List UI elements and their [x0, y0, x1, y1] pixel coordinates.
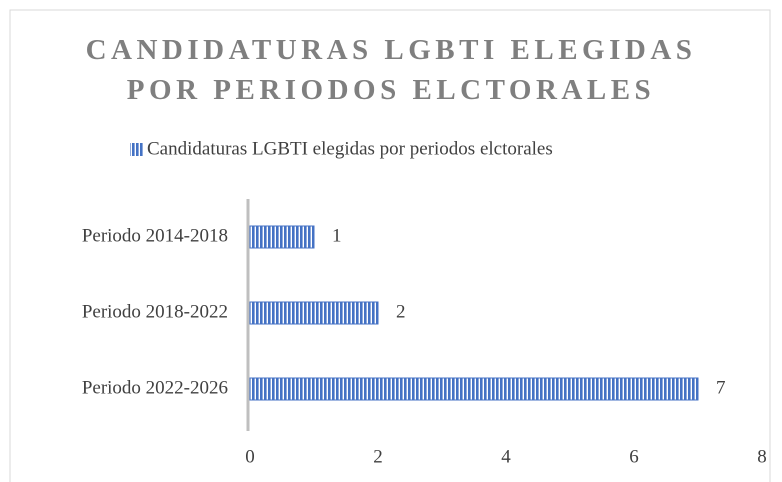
x-tick-label: 4	[501, 446, 511, 467]
bar	[249, 301, 379, 325]
y-tick-label: Periodo 2018-2022	[82, 301, 228, 322]
legend-swatch	[130, 143, 143, 156]
data-label: 2	[396, 301, 406, 322]
y-tick-label: Periodo 2022-2026	[82, 377, 228, 398]
data-label: 7	[716, 377, 726, 398]
x-tick-label: 2	[373, 446, 383, 467]
x-tick-label: 0	[245, 446, 255, 467]
bar	[249, 225, 315, 249]
legend-label: Candidaturas LGBTI elegidas por periodos…	[147, 138, 553, 159]
x-tick-label: 8	[757, 446, 767, 467]
x-tick-label: 6	[629, 446, 639, 467]
data-label: 1	[332, 225, 342, 246]
chart-border	[9, 9, 771, 482]
y-tick-label: Periodo 2014-2018	[82, 225, 228, 246]
chart-title: CANDIDATURAS LGBTI ELEGIDAS POR PERIODOS…	[85, 34, 697, 106]
bar	[249, 377, 699, 401]
